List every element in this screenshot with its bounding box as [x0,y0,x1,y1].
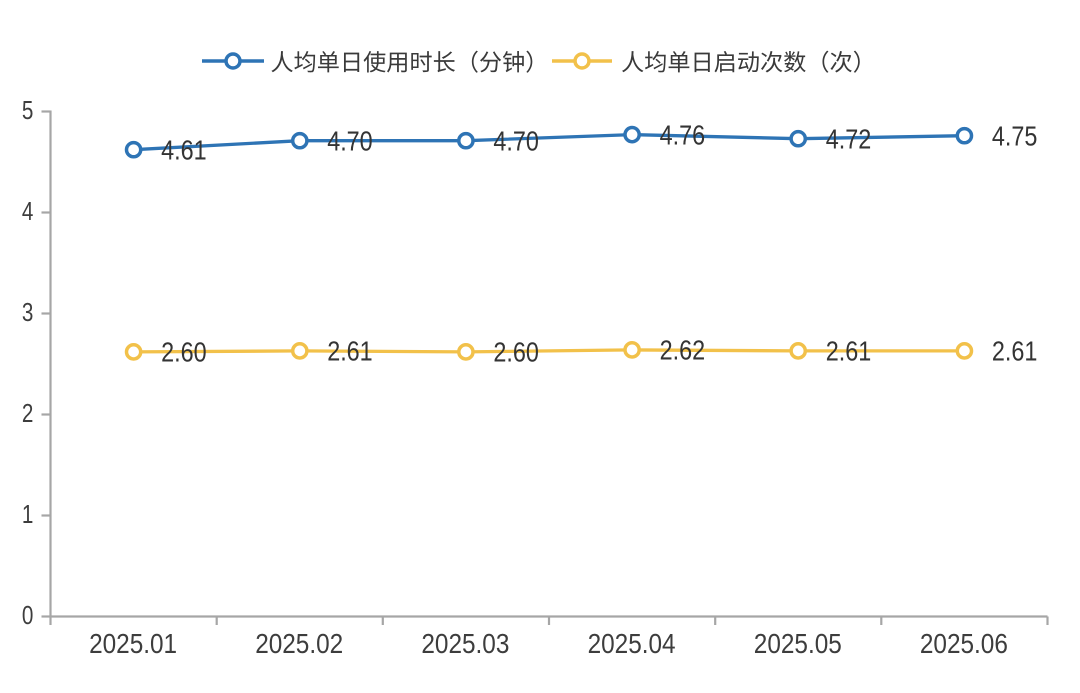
svg-text:2.60: 2.60 [161,337,207,368]
svg-text:2: 2 [22,398,34,428]
svg-text:2025.03: 2025.03 [421,628,509,659]
svg-text:1: 1 [22,499,34,529]
svg-text:4.76: 4.76 [660,119,706,150]
svg-text:2.60: 2.60 [493,337,539,368]
svg-text:2025.02: 2025.02 [255,628,343,659]
svg-text:3: 3 [22,297,34,327]
svg-text:2.61: 2.61 [826,336,872,367]
svg-text:2025.05: 2025.05 [754,628,842,659]
svg-text:2.61: 2.61 [992,336,1038,367]
svg-text:2025.01: 2025.01 [89,628,177,659]
svg-text:2.62: 2.62 [660,335,706,366]
svg-text:4.72: 4.72 [826,124,872,155]
svg-text:4.61: 4.61 [161,135,207,166]
svg-text:2025.04: 2025.04 [588,628,676,659]
svg-text:4.70: 4.70 [327,126,373,157]
svg-text:0: 0 [22,600,34,630]
svg-text:4.70: 4.70 [493,126,539,157]
svg-text:4.75: 4.75 [992,121,1038,152]
svg-text:4: 4 [22,196,34,226]
svg-text:5: 5 [22,95,34,125]
svg-text:2025.06: 2025.06 [920,628,1008,659]
svg-text:2.61: 2.61 [327,336,373,367]
